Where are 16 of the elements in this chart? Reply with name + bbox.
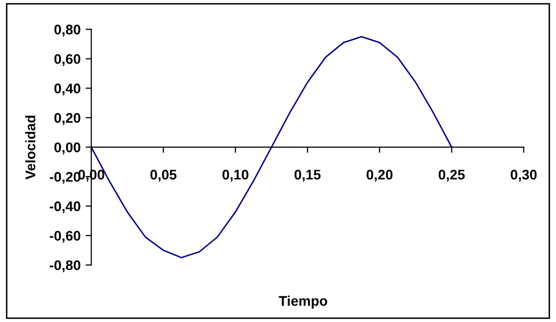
x-axis-title: Tiempo bbox=[278, 296, 328, 309]
x-tick-label: 0,05 bbox=[150, 170, 176, 182]
y-tick-label: -0,80 bbox=[50, 260, 80, 272]
y-tick-label: -0,60 bbox=[50, 230, 80, 243]
y-axis-title: Velocidad bbox=[25, 116, 36, 180]
x-tick-label: 0,10 bbox=[222, 170, 248, 182]
y-tick-label: 0,20 bbox=[54, 113, 80, 125]
y-tick-label: 0,00 bbox=[54, 142, 80, 154]
x-tick-label: 0,15 bbox=[294, 170, 321, 182]
y-tick-label: 0,60 bbox=[54, 54, 80, 66]
y-tick-label: -0,40 bbox=[50, 201, 80, 214]
y-tick-label: 0,40 bbox=[54, 84, 80, 96]
x-tick-label: 0,25 bbox=[438, 170, 465, 182]
x-tick-label: 0,30 bbox=[510, 170, 537, 182]
y-tick-label: 0,80 bbox=[54, 24, 80, 36]
x-tick-label: 0,20 bbox=[366, 170, 393, 182]
